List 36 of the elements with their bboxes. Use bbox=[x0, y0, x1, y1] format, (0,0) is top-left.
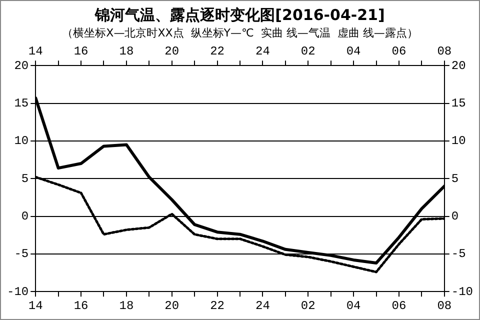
x-tick-label: 08 bbox=[437, 44, 452, 59]
x2-tick-label: 18 bbox=[119, 298, 134, 313]
x-tick-label: 06 bbox=[392, 44, 406, 59]
x2-tick-label: 06 bbox=[392, 298, 406, 313]
chart-title: 锦河气温、露点逐时变化图[2016-04-21] bbox=[94, 6, 385, 24]
chart-subtitle: （横坐标X—北京时XX点 纵坐标Y—℃ 实曲 线—气温 虚曲 线—露点） bbox=[62, 26, 418, 40]
y2-tick-label: 5 bbox=[451, 172, 459, 186]
y2-tick-label: -10 bbox=[451, 284, 474, 299]
x2-tick-label: 02 bbox=[300, 298, 316, 313]
x-tick-label: 04 bbox=[346, 44, 361, 59]
y-tick-label: -10 bbox=[6, 284, 29, 299]
y-tick-label: 10 bbox=[14, 134, 29, 148]
y2-tick-label: 10 bbox=[451, 134, 466, 148]
x-tick-label: 24 bbox=[256, 44, 270, 59]
x-tick-label: 02 bbox=[300, 44, 316, 59]
x2-tick-label: 22 bbox=[210, 298, 224, 313]
y2-tick-label: 20 bbox=[451, 58, 466, 73]
x2-tick-label: 24 bbox=[256, 298, 270, 313]
x2-tick-label: 16 bbox=[74, 298, 88, 313]
y-tick-label: 20 bbox=[14, 58, 29, 73]
y-tick-label: -5 bbox=[14, 247, 29, 262]
x-tick-label: 22 bbox=[210, 44, 224, 59]
y2-tick-label: 15 bbox=[451, 96, 466, 110]
x2-tick-label: 04 bbox=[346, 298, 361, 313]
x-tick-label: 16 bbox=[74, 44, 88, 59]
x-tick-label: 20 bbox=[164, 44, 180, 59]
y-tick-label: 5 bbox=[21, 172, 29, 186]
x2-tick-label: 20 bbox=[164, 298, 180, 313]
x2-tick-label: 08 bbox=[437, 298, 452, 313]
x2-tick-label: 14 bbox=[28, 298, 43, 313]
y-tick-label: 15 bbox=[14, 96, 29, 110]
y-tick-label: 0 bbox=[21, 209, 29, 224]
y2-tick-label: -5 bbox=[451, 247, 466, 262]
x-tick-label: 14 bbox=[28, 44, 43, 59]
x-tick-label: 18 bbox=[119, 44, 134, 59]
y2-tick-label: 0 bbox=[451, 209, 459, 224]
